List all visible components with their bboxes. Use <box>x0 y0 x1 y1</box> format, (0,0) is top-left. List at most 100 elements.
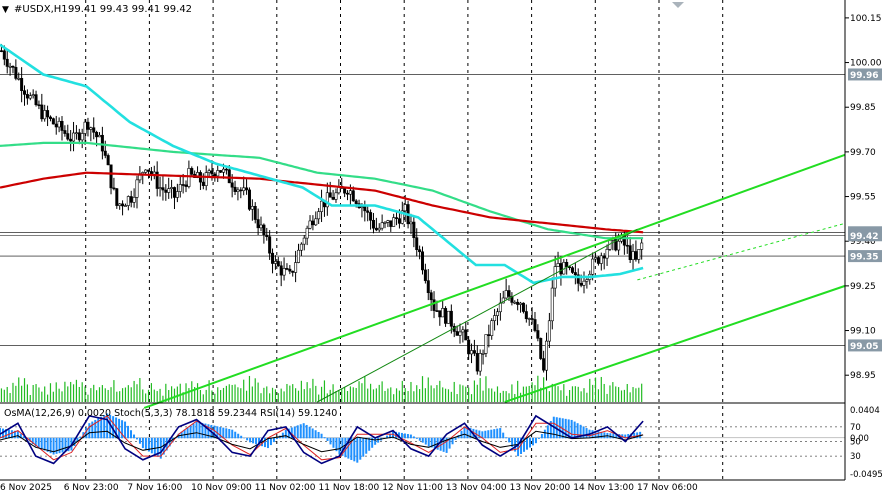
candle-body <box>305 227 309 239</box>
candle-body <box>20 78 24 91</box>
osma-bar <box>49 437 52 454</box>
time-tick-label: 12 Nov 11:00 <box>382 483 443 493</box>
candle-body <box>95 131 99 138</box>
osma-bar <box>520 437 523 455</box>
candle-body <box>314 218 318 226</box>
candle-body <box>109 164 113 189</box>
oscillator-tick-label: 0.00 <box>850 434 869 444</box>
candle-body <box>640 242 644 250</box>
candle-body <box>536 330 540 339</box>
channel-line <box>316 228 638 403</box>
indicator-header: OsMA(12,26,9) 0.0020 Stoch(5,3,3) 78.181… <box>4 408 337 419</box>
osma-bar <box>287 428 290 439</box>
price-tag-label: 99.96 <box>850 71 878 81</box>
candle-body <box>415 237 419 250</box>
osma-bar <box>132 434 135 439</box>
candle-body <box>533 319 537 331</box>
candle-body <box>556 263 560 267</box>
osma-bar <box>135 437 138 440</box>
candle-body <box>5 58 9 67</box>
candle-body <box>100 134 104 152</box>
osma-bar <box>356 437 359 463</box>
osma-bar <box>481 431 484 439</box>
time-tick-label: 11 Nov 18:00 <box>319 483 380 493</box>
osma-bar <box>189 425 192 439</box>
price-tick-label: 100.00 <box>850 59 882 69</box>
candle-body <box>371 219 375 229</box>
candle-body <box>348 190 352 195</box>
osma-bar <box>290 427 293 439</box>
osma-bar <box>243 437 246 439</box>
osma-bar <box>469 428 472 439</box>
osma-bar <box>58 437 61 454</box>
candle-body <box>484 334 488 354</box>
candle-body <box>25 94 29 99</box>
osma-bar <box>594 430 597 439</box>
osma-bar <box>537 437 540 439</box>
osma-bar <box>451 437 454 445</box>
osma-bar <box>421 437 424 443</box>
candle-body <box>271 252 275 264</box>
price-tag-label: 99.42 <box>850 232 878 242</box>
osma-bar <box>362 437 365 457</box>
scroll-marker-icon[interactable] <box>672 2 684 8</box>
candle-body <box>40 104 44 120</box>
time-tick-label: 17 Nov 06:00 <box>637 483 698 493</box>
candle-body <box>123 205 127 207</box>
osma-bar <box>389 433 392 439</box>
candle-body <box>294 262 298 273</box>
candle-body <box>187 168 191 187</box>
channel-line <box>143 153 846 409</box>
osma-bar <box>424 437 427 445</box>
candle-body <box>57 120 61 128</box>
candle-body <box>135 179 139 198</box>
candle-body <box>302 237 306 245</box>
candle-body <box>210 170 214 175</box>
osma-bar <box>487 430 490 439</box>
osma-bar <box>463 426 466 439</box>
candle-body <box>227 169 231 184</box>
candle-body <box>118 203 122 206</box>
candle-body <box>48 116 52 119</box>
osma-bar <box>490 429 493 439</box>
price-tick-label: 99.85 <box>850 103 876 113</box>
osma-bar <box>183 429 186 439</box>
candle-body <box>256 219 260 229</box>
osma-bar <box>508 437 511 443</box>
osma-bar <box>299 424 302 439</box>
candle-body <box>72 132 76 142</box>
candle-body <box>175 191 179 198</box>
osma-bar <box>311 428 314 439</box>
candle-body <box>170 187 174 189</box>
osma-bar <box>531 437 534 446</box>
candle-body <box>383 222 387 224</box>
candle-body <box>161 187 165 191</box>
candle-body <box>614 237 618 251</box>
osma-bar <box>540 434 543 439</box>
time-tick-label: 7 Nov 16:00 <box>127 483 182 493</box>
osma-bar <box>555 417 558 439</box>
candle-body <box>493 315 497 322</box>
osma-bar <box>76 437 79 442</box>
osma-bar <box>314 430 317 439</box>
candle-body <box>550 287 554 322</box>
candle-body <box>63 130 67 134</box>
osma-bar <box>130 430 133 439</box>
osma-bar <box>263 437 266 448</box>
osma-bar <box>400 432 403 439</box>
osma-bar <box>493 429 496 439</box>
osma-bar <box>112 416 115 439</box>
osma-bar <box>448 437 451 449</box>
price-tick-label: 99.25 <box>850 282 876 292</box>
candle-body <box>164 189 168 193</box>
osma-bar <box>118 418 121 439</box>
osma-bar <box>216 426 219 439</box>
candle-body <box>311 220 315 226</box>
candle-body <box>273 261 277 264</box>
candle-body <box>392 217 396 227</box>
osma-bar <box>13 430 16 439</box>
osma-bar <box>121 420 124 439</box>
candle-body <box>147 169 151 172</box>
